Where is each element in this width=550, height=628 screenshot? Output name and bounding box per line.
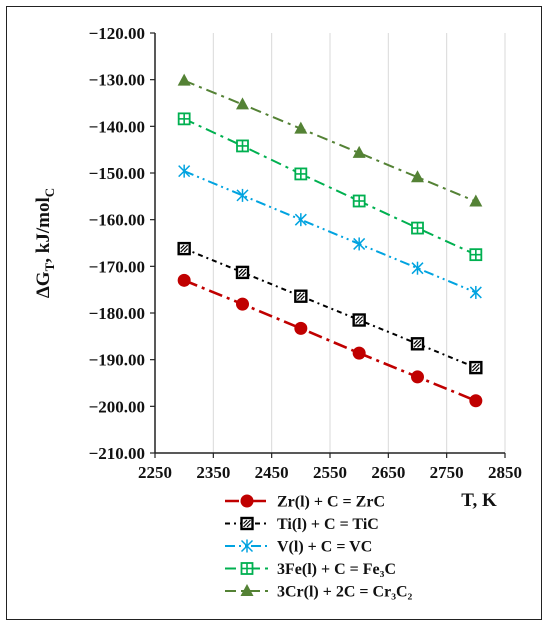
x-tick-label: 2550 <box>313 463 347 482</box>
legend-label: 3Fe(l) + C = Fe₃C <box>277 561 396 578</box>
y-tick-label: −140.00 <box>89 117 145 136</box>
data-point <box>352 145 366 158</box>
data-point <box>352 194 366 208</box>
legend: Zr(l) + C = ZrC Ti(l) + C = TiC V(l) + C =… <box>225 494 413 601</box>
data-point <box>294 121 308 134</box>
y-tick-label: −130.00 <box>89 71 145 90</box>
legend-marker <box>240 516 254 531</box>
data-point <box>236 139 249 153</box>
y-tick-label: −120.00 <box>89 24 145 43</box>
data-point <box>411 221 424 235</box>
series-4 <box>177 112 483 262</box>
y-tick-label: −210.00 <box>89 444 145 463</box>
legend-entry-4: 3Fe(l) + C = Fe₃C <box>225 561 396 578</box>
data-point <box>177 73 191 86</box>
y-tick-label: −150.00 <box>89 164 145 183</box>
series-1 <box>177 273 483 408</box>
data-point <box>178 164 191 178</box>
data-point <box>294 213 307 227</box>
legend-entry-2: Ti(l) + C = TiC <box>225 516 379 533</box>
series-line <box>183 170 477 294</box>
y-tick-labels: −120.00 −130.00 −140.00 −150.00 −160.00 −170.… <box>89 24 145 463</box>
gridlines <box>212 33 506 453</box>
data-point <box>294 289 308 303</box>
legend-label: V(l) + C = VC <box>277 539 372 556</box>
data-point <box>294 321 308 335</box>
x-tick-label: 2750 <box>430 463 464 482</box>
y-axis-title: ΔGT, kJ/molC <box>33 188 57 298</box>
data-point <box>235 265 250 280</box>
legend-entry-5: 3Cr(l) + 2C = Cr₃C₂ <box>225 584 413 601</box>
series-5 <box>177 73 483 207</box>
x-tick-label: 2250 <box>138 463 172 482</box>
data-point <box>469 394 483 408</box>
y-tick-label: −160.00 <box>89 211 145 230</box>
series-line <box>183 79 477 203</box>
y-tick-label: −190.00 <box>89 351 145 370</box>
series-line <box>183 117 477 256</box>
data-point <box>236 188 249 202</box>
data-point <box>410 337 425 351</box>
data-point <box>411 170 424 183</box>
legend-entry-1: Zr(l) + C = ZrC <box>225 494 385 511</box>
x-axis-title: T, K <box>461 490 497 511</box>
x-tick-label: 2350 <box>196 463 230 482</box>
data-point <box>294 167 308 181</box>
data-point <box>469 285 482 299</box>
x-tick-label: 2850 <box>488 463 522 482</box>
legend-label: Zr(l) + C = ZrC <box>277 494 385 511</box>
data-point <box>236 97 249 110</box>
legend-entry-3: V(l) + C = VC <box>225 539 372 556</box>
legend-marker <box>240 562 254 575</box>
series-line <box>183 279 477 402</box>
series-2 <box>177 241 483 375</box>
y-tick-label: −170.00 <box>89 257 145 276</box>
x-tick-labels: 2250 2350 2450 2550 2650 2750 2850 <box>138 463 522 482</box>
series-3 <box>178 164 482 299</box>
legend-label: 3Cr(l) + 2C = Cr₃C₂ <box>277 584 413 601</box>
y-tick-label: −200.00 <box>89 397 145 416</box>
legend-marker <box>240 494 254 508</box>
axes <box>150 32 506 458</box>
data-point <box>352 313 366 327</box>
data-point <box>177 273 191 287</box>
data-point <box>411 261 424 275</box>
legend-label: Ti(l) + C = TiC <box>277 516 379 533</box>
data-point <box>177 241 191 256</box>
data-point <box>469 360 483 375</box>
y-tick-label: −180.00 <box>89 304 145 323</box>
gibbs-energy-chart: −120.00 −130.00 −140.00 −150.00 −160.00 −170.… <box>33 24 522 601</box>
data-point <box>236 297 249 311</box>
data-point <box>353 237 366 251</box>
x-tick-label: 2450 <box>255 463 289 482</box>
data-point <box>411 370 424 384</box>
data-point <box>469 194 483 207</box>
series-layer <box>177 73 483 408</box>
data-point <box>352 346 366 360</box>
data-point <box>469 248 483 262</box>
data-point <box>177 112 191 126</box>
legend-marker <box>240 584 254 596</box>
figure-frame: −120.00 −130.00 −140.00 −150.00 −160.00 −170.… <box>6 6 542 620</box>
x-tick-label: 2650 <box>371 463 405 482</box>
legend-marker <box>240 539 254 553</box>
